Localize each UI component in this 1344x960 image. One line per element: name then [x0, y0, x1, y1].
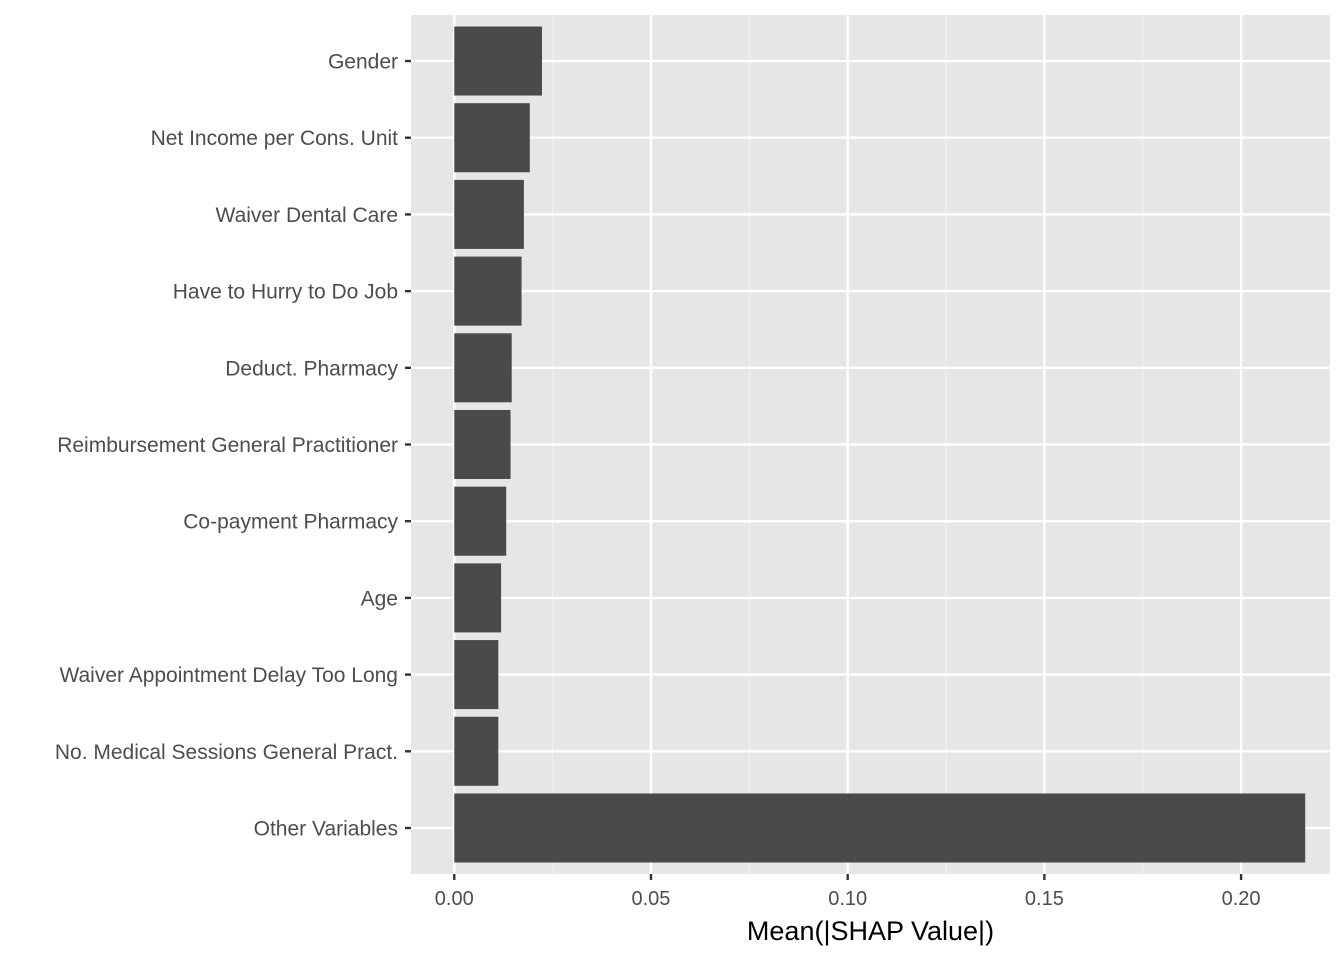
bar — [454, 409, 511, 480]
bar — [454, 793, 1306, 863]
bar — [454, 640, 499, 710]
y-tick-label: Reimbursement General Practitioner — [57, 434, 398, 457]
x-axis: 0.00 0.05 0.10 0.15 0.20 — [435, 874, 1261, 910]
x-tick-label: 0.20 — [1222, 888, 1261, 910]
bar — [454, 256, 522, 326]
y-tick-label: Waiver Dental Care — [216, 204, 398, 227]
y-axis: Gender Net Income per Cons. Unit Waiver De… — [55, 51, 411, 840]
y-tick-label: No. Medical Sessions General Pract. — [55, 741, 398, 764]
x-axis-title: Mean(|SHAP Value|) — [747, 916, 994, 946]
y-tick-label: Waiver Appointment Delay Too Long — [59, 664, 398, 687]
x-tick-label: 0.10 — [828, 888, 867, 910]
y-tick-label: Age — [361, 587, 398, 610]
bar — [454, 26, 543, 96]
bar — [454, 103, 530, 173]
y-tick-label: Have to Hurry to Do Job — [173, 281, 398, 304]
x-tick-label: 0.05 — [632, 888, 671, 910]
x-tick-label: 0.15 — [1025, 888, 1064, 910]
x-tick-label: 0.00 — [435, 888, 474, 910]
y-tick-label: Gender — [328, 51, 398, 74]
bar — [454, 486, 507, 556]
bar — [454, 563, 502, 633]
bars — [454, 26, 1306, 863]
bar — [454, 333, 512, 403]
bar — [454, 716, 499, 786]
y-tick-label: Co-payment Pharmacy — [183, 511, 398, 534]
y-tick-label: Net Income per Cons. Unit — [151, 127, 399, 150]
bar — [454, 179, 524, 249]
y-tick-label: Other Variables — [254, 817, 398, 840]
y-tick-label: Deduct. Pharmacy — [225, 357, 398, 380]
